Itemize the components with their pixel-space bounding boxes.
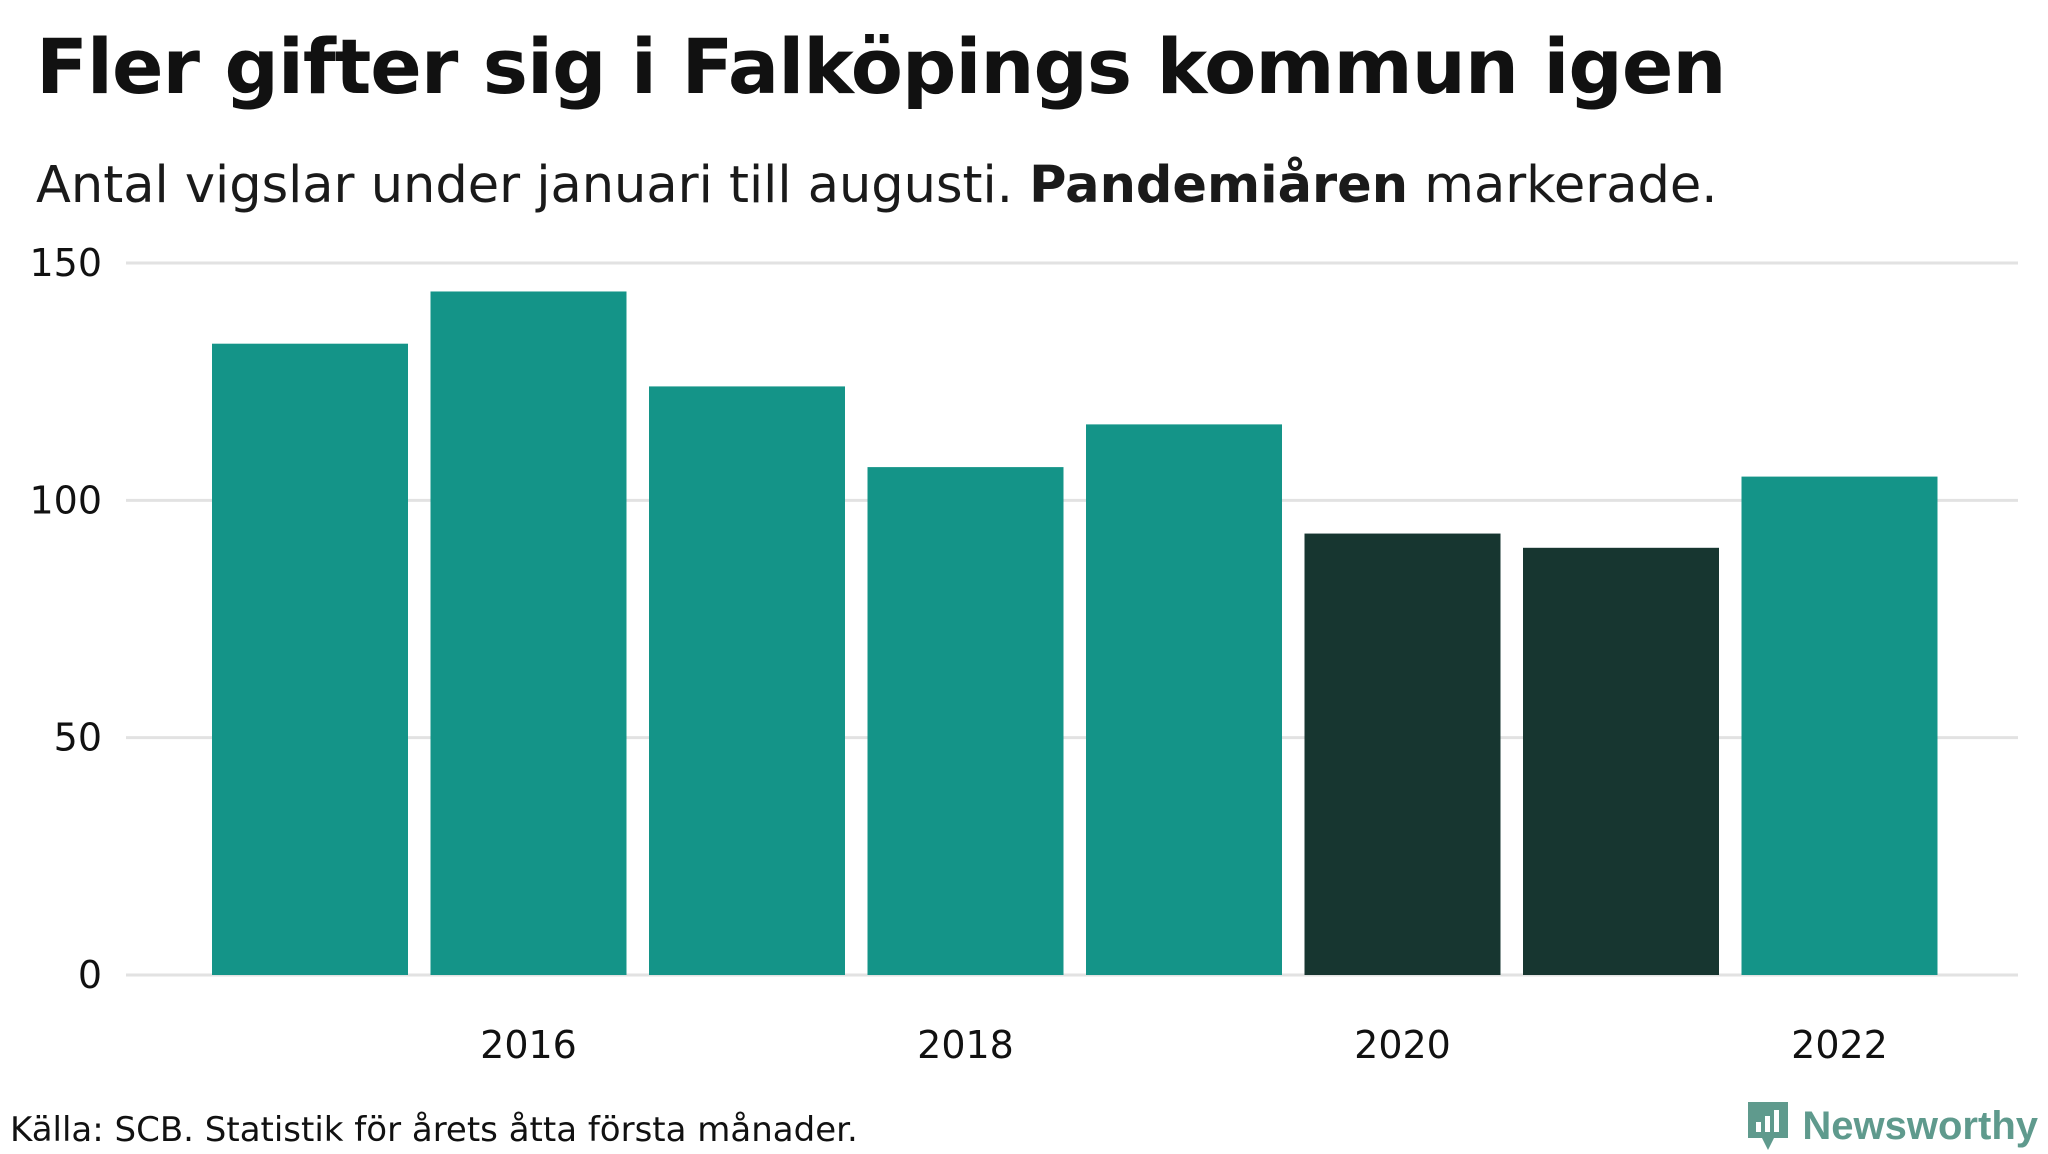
bar-2019 [1086, 424, 1282, 975]
y-tick-label: 50 [54, 716, 102, 760]
newsworthy-logo-icon [1748, 1102, 1789, 1150]
bar-2015 [212, 343, 408, 975]
bar-2018 [867, 467, 1064, 975]
y-tick-label: 0 [78, 953, 102, 997]
y-tick-label: 150 [29, 241, 102, 285]
chart-title: Fler gifter sig i Falköpings kommun igen [36, 22, 1726, 111]
subtitle-highlight-pandemic: Pandemiåren [1029, 156, 1409, 215]
bar-2020 [1304, 533, 1501, 975]
bar-2016 [430, 291, 627, 976]
x-tick-label: 2018 [917, 1023, 1014, 1067]
x-tick-label: 2016 [480, 1023, 577, 1067]
brand-logo: Newsworthy [1744, 1098, 2038, 1154]
bar-2021 [1523, 547, 1719, 975]
brand-name: Newsworthy [1802, 1103, 2038, 1148]
x-tick-label: 2022 [1791, 1023, 1888, 1067]
subtitle-text-start: Antal vigslar under januari till augusti… [36, 156, 1030, 215]
x-tick-label: 2020 [1354, 1023, 1451, 1067]
chart-subtitle: Antal vigslar under januari till augusti… [36, 156, 1717, 215]
source-note: Källa: SCB. Statistik för årets åtta för… [10, 1110, 858, 1150]
y-tick-label: 100 [29, 478, 102, 522]
bar-2017 [649, 386, 845, 975]
subtitle-text-end: markerade. [1408, 156, 1718, 215]
bar-chart: 0 50 100 150 2016 2018 2020 2022 [29, 241, 2018, 1067]
bar-2022 [1741, 476, 1938, 975]
